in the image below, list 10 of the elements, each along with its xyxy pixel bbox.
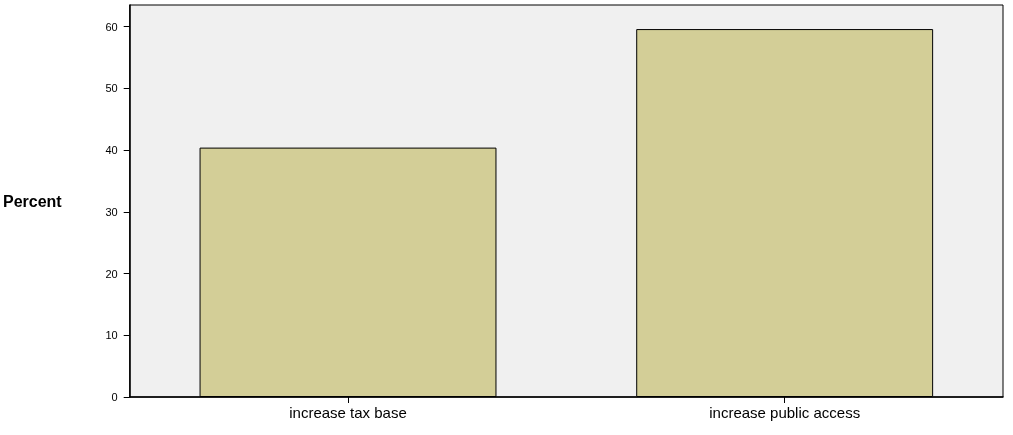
y-tick-label: 30 — [105, 205, 118, 218]
y-tick-label: 50 — [105, 82, 118, 95]
y-tick-label: 20 — [105, 267, 118, 280]
y-tick-label: 10 — [105, 329, 118, 342]
x-tick-label: increase public access — [709, 404, 861, 421]
y-tick-label: 40 — [105, 144, 118, 157]
y-tick-label: 0 — [111, 391, 118, 403]
y-axis-title: Percent — [2, 192, 63, 210]
x-tick-label: increase tax base — [289, 404, 407, 421]
y-tick-label: 60 — [105, 20, 118, 33]
